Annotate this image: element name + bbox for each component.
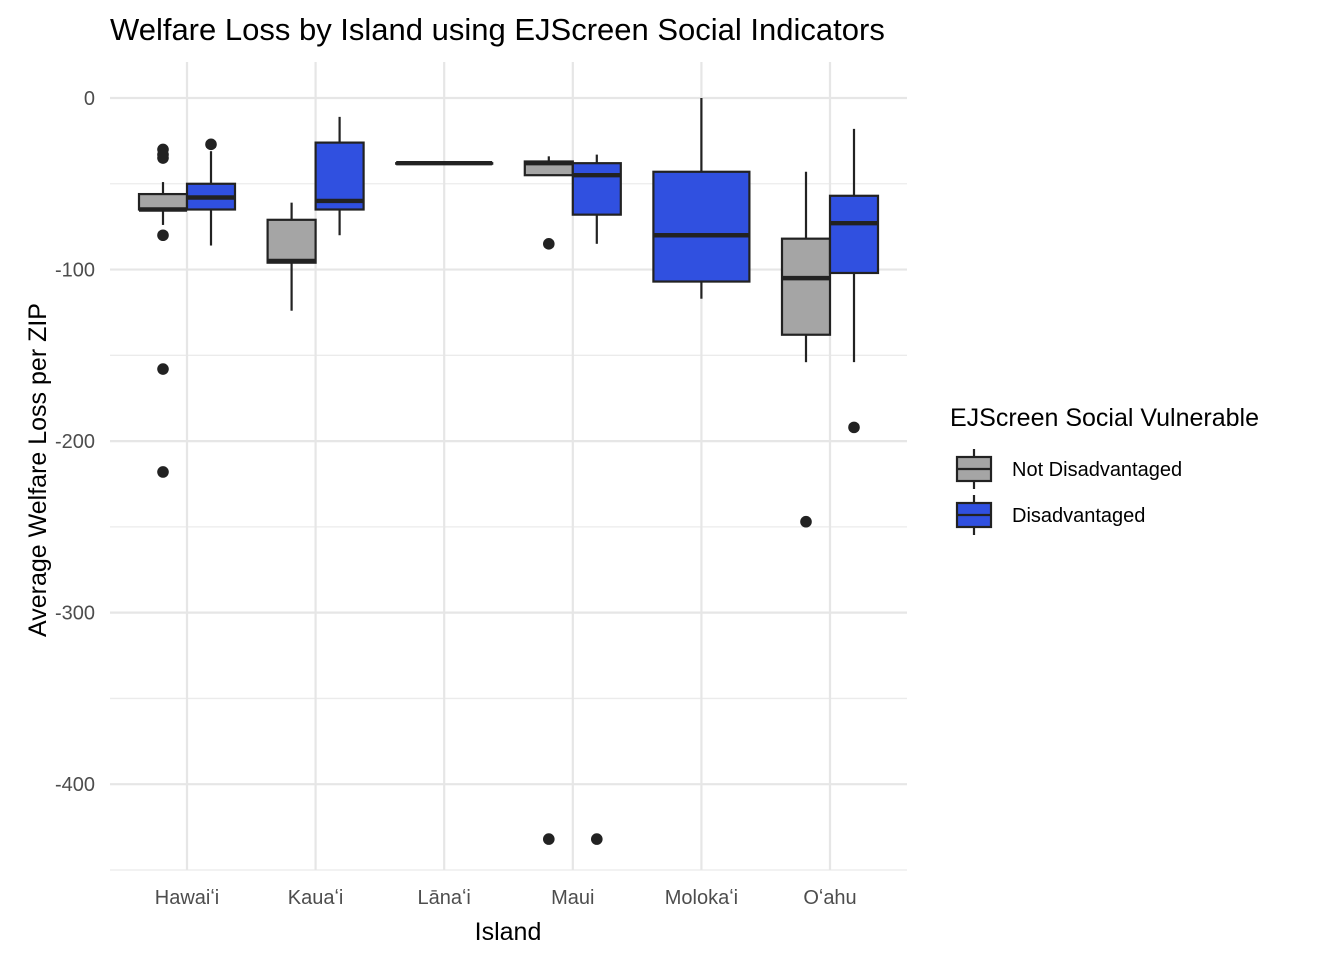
legend-label: Not Disadvantaged xyxy=(1012,459,1182,481)
x-tick-label: Kauaʻi xyxy=(288,887,344,909)
outlier-point xyxy=(157,229,169,242)
outlier-point xyxy=(848,421,860,434)
x-tick-label: Lānaʻi xyxy=(418,887,471,909)
legend-entry: Disadvantaged xyxy=(955,495,1145,535)
box-body xyxy=(828,194,880,275)
x-tick-label: Hawaiʻi xyxy=(155,887,219,909)
outlier-point xyxy=(205,138,217,151)
outlier-point xyxy=(591,833,603,845)
y-axis-label: Average Welfare Loss per ZIP xyxy=(24,303,52,637)
y-tick-label: -400 xyxy=(55,774,95,796)
outlier-point xyxy=(543,833,555,845)
x-tick-label: Molokaʻi xyxy=(665,887,738,909)
box-not-disadvantaged xyxy=(523,156,574,845)
box-body xyxy=(652,170,751,283)
legend-label: Disadvantaged xyxy=(1012,505,1145,527)
box-body xyxy=(571,162,622,216)
outlier-point xyxy=(157,363,169,375)
box-disadvantaged xyxy=(571,154,622,845)
x-tick-label: Maui xyxy=(551,887,594,909)
y-tick-label: -300 xyxy=(55,603,95,625)
box-not-disadvantaged xyxy=(266,202,317,311)
box-not-disadvantaged xyxy=(395,160,494,166)
box-disadvantaged xyxy=(828,128,880,434)
y-tick-label: -100 xyxy=(55,260,95,282)
box-disadvantaged xyxy=(185,138,237,246)
box-disadvantaged xyxy=(652,98,751,299)
y-tick-label: -200 xyxy=(55,431,95,453)
outlier-point xyxy=(800,515,812,528)
x-tick-label: Oʻahu xyxy=(803,887,856,909)
legend-title: EJScreen Social Vulnerable xyxy=(950,404,1259,432)
axes: 0 -100 -200 -300 -400 Hawaiʻi Kauaʻi Lānaʻi Maui… xyxy=(55,88,857,909)
y-tick-label: 0 xyxy=(84,88,95,110)
box-body xyxy=(137,192,189,211)
legend-entry: Not Disadvantaged xyxy=(955,449,1182,489)
box-not-disadvantaged xyxy=(137,143,189,478)
box-body xyxy=(780,237,832,336)
box-disadvantaged xyxy=(314,116,365,236)
box-not-disadvantaged xyxy=(780,171,832,528)
plot-marks xyxy=(137,98,880,845)
outlier-point xyxy=(157,152,169,164)
x-axis-label: Island xyxy=(475,918,542,946)
outlier-point xyxy=(157,466,169,478)
outlier-point xyxy=(543,238,555,250)
box-body xyxy=(266,218,317,264)
legend: EJScreen Social Vulnerable Not Disadvant… xyxy=(950,404,1259,535)
chart-title: Welfare Loss by Island using EJScreen So… xyxy=(110,12,885,47)
box-body xyxy=(314,141,365,211)
